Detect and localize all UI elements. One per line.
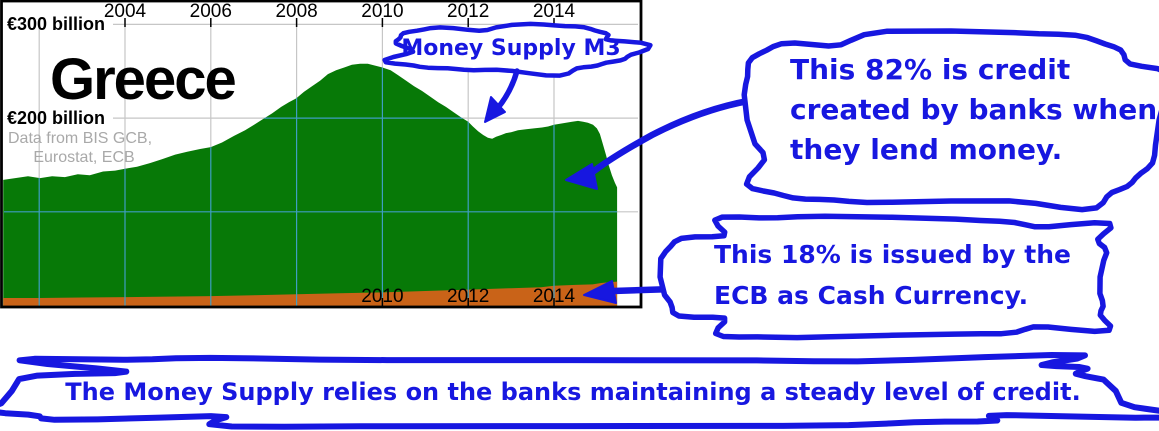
cash-currency-area	[3, 281, 618, 307]
m3-arrowhead-icon	[484, 96, 506, 123]
m3-bubble-outline	[382, 21, 653, 78]
credit-bubble-arrowhead-icon	[565, 163, 598, 190]
axis-ticks	[124, 18, 555, 306]
bottom-banner-outline	[0, 352, 1159, 430]
credit-bubble-outline	[741, 28, 1159, 213]
credit-bubble-arrow-shaft	[590, 97, 752, 175]
money-supply-m3-area	[3, 63, 618, 307]
plot-border	[0, 0, 643, 309]
cash-bubble-outline	[657, 213, 1114, 341]
cash-bubble-arrowhead-icon	[583, 280, 617, 304]
m3-arrow-shaft	[494, 68, 520, 112]
